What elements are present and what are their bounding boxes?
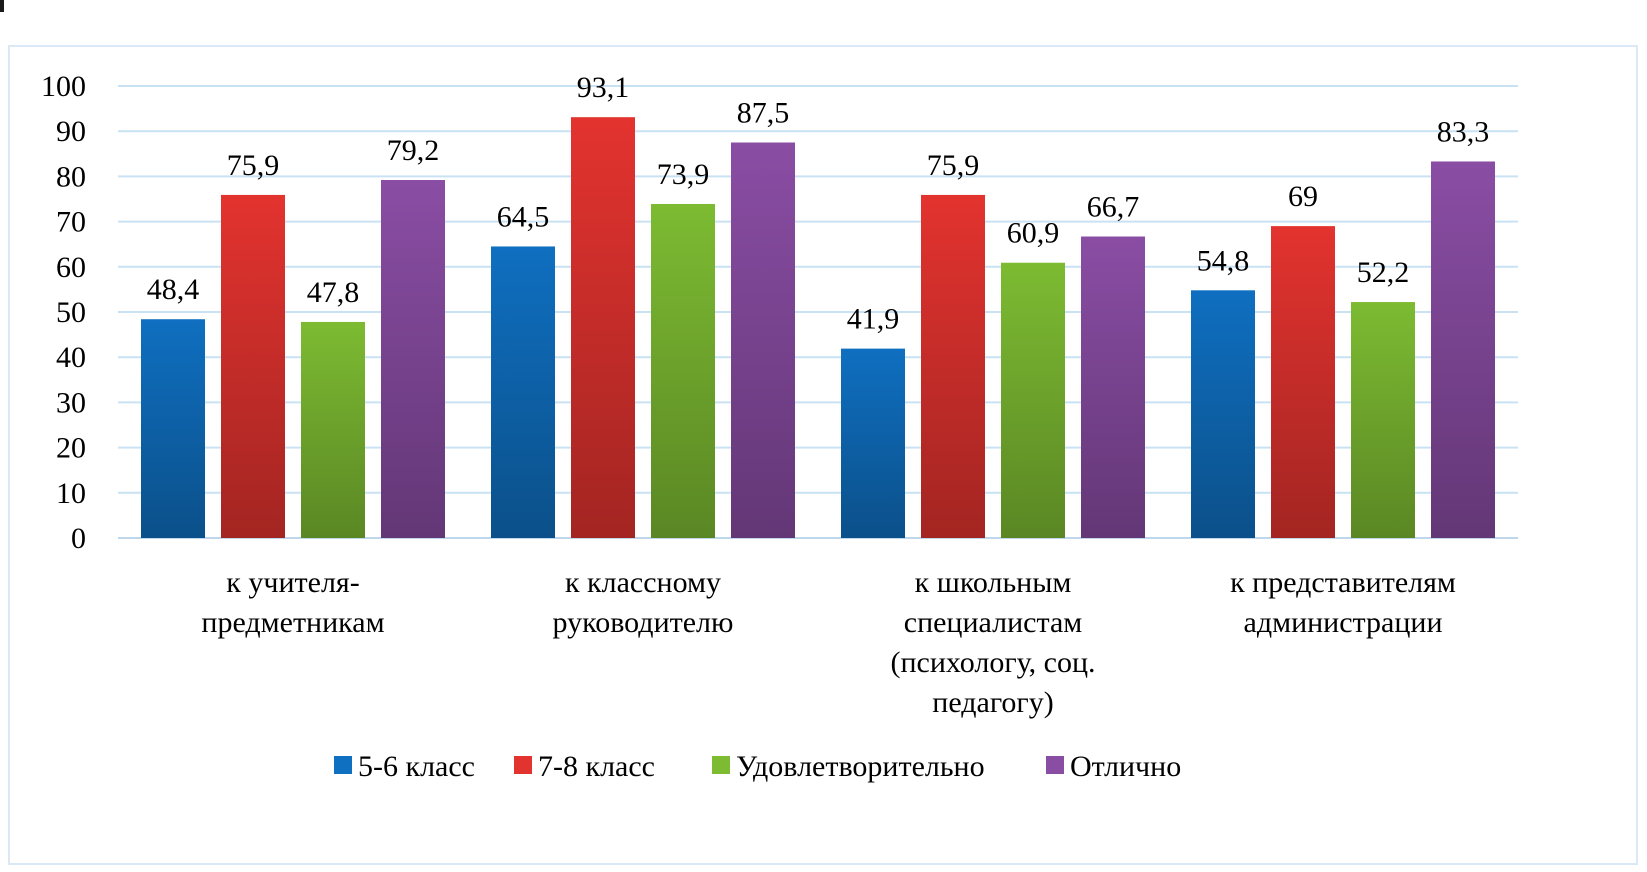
legend-label: 7-8 класс	[538, 750, 655, 783]
legend-label: 5-6 класс	[358, 750, 475, 783]
legend-item: Отлично	[1046, 750, 1181, 783]
legend-swatch	[712, 756, 730, 774]
data-label: 69	[1288, 180, 1318, 213]
bar	[381, 180, 445, 539]
y-tick-label: 70	[56, 206, 86, 239]
data-label: 75,9	[927, 149, 980, 182]
legend-item: 7-8 класс	[514, 750, 655, 783]
data-label: 87,5	[737, 97, 790, 130]
legend-label: Удовлетворительно	[736, 750, 985, 783]
bar	[841, 348, 905, 538]
data-label: 73,9	[657, 158, 710, 191]
bar	[1271, 226, 1335, 538]
y-tick-label: 30	[56, 386, 86, 419]
legend: 5-6 класс 7-8 класс Удовлетворительно Отлич…	[334, 750, 1181, 783]
bar	[1191, 290, 1255, 538]
data-labels: 48,4 64,5 41,9 54,8 75,9 93,1 75,9 69 47,8 73,9 60…	[147, 71, 1490, 335]
category-label: к представителям администрации	[1230, 566, 1456, 639]
data-label: 93,1	[577, 71, 630, 104]
bar	[491, 246, 555, 538]
data-label: 64,5	[497, 200, 550, 233]
category-label: к классному руководителю	[553, 566, 734, 639]
legend-swatch	[514, 756, 532, 774]
bar	[571, 117, 635, 539]
category-label: к школьным специалистам (психологу, соц. пе…	[890, 566, 1095, 719]
data-label: 66,7	[1087, 191, 1140, 224]
y-tick-label: 80	[56, 160, 86, 193]
bar	[731, 142, 795, 538]
data-label: 48,4	[147, 273, 200, 306]
y-tick-label: 20	[56, 432, 86, 465]
y-tick-label: 0	[71, 522, 86, 555]
legend-swatch	[334, 756, 352, 774]
data-label: 54,8	[1197, 244, 1250, 277]
data-label: 52,2	[1357, 256, 1410, 289]
bar	[1351, 302, 1415, 538]
y-tick-label: 50	[56, 296, 86, 329]
bars	[141, 117, 1495, 539]
bar	[141, 319, 205, 538]
legend-item: 5-6 класс	[334, 750, 475, 783]
data-label: 83,3	[1437, 115, 1490, 148]
data-label: 79,2	[387, 134, 440, 167]
legend-label: Отлично	[1070, 750, 1181, 783]
data-label: 41,9	[847, 303, 900, 336]
data-label: 47,8	[307, 276, 360, 309]
category-labels: к учителя-предметникам к классному руковод…	[201, 566, 1456, 719]
bar	[1001, 262, 1065, 538]
legend-swatch	[1046, 756, 1064, 774]
legend-item: Удовлетворительно	[712, 750, 985, 783]
y-tick-label: 100	[41, 70, 86, 103]
bar	[301, 321, 365, 538]
y-tick-label: 90	[56, 115, 86, 148]
bar	[1431, 161, 1495, 538]
bar	[651, 203, 715, 539]
y-tick-label: 10	[56, 477, 86, 510]
y-tick-label: 40	[56, 341, 86, 374]
bar	[921, 194, 985, 538]
bar	[221, 194, 285, 538]
y-tick-label: 60	[56, 251, 86, 284]
corner-mark	[0, 0, 4, 12]
category-label: к учителя-предметникам	[201, 566, 384, 639]
data-label: 75,9	[227, 149, 280, 182]
y-axis-ticks: 0 10 20 30 40 50 60 70 80 90 100	[41, 70, 86, 555]
data-label: 60,9	[1007, 217, 1060, 250]
bar	[1081, 236, 1145, 539]
